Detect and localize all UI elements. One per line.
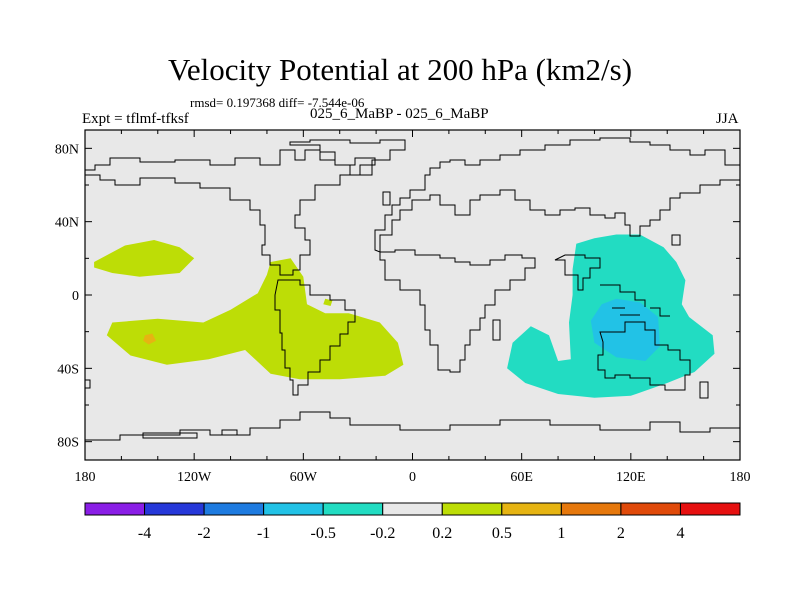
coastline-eurasia <box>374 137 741 253</box>
colorbar-swatch <box>560 502 622 516</box>
season-label: JJA <box>716 111 739 127</box>
y-tick-label: 40S <box>57 362 79 377</box>
colorbar-swatch <box>501 502 562 516</box>
colorbar: -4 -2 -1 -0.5 -0.2 0.2 0.5 1 2 4 <box>84 502 741 542</box>
coastline-ross-ice <box>142 432 198 439</box>
y-axis: 80N 40N 0 40S 80S <box>55 142 740 451</box>
colorbar-swatch <box>263 502 324 516</box>
coastline-new-zealand <box>699 381 709 399</box>
colorbar-swatch <box>322 502 384 516</box>
region-positive-0.2-0.5-pacific-north <box>94 240 195 277</box>
x-tick-label: 180 <box>75 470 96 485</box>
y-tick-label: 0 <box>72 289 79 304</box>
coastline-south-america <box>274 279 356 396</box>
region-positive-0.5-1-spot <box>143 333 156 345</box>
coastline-north-america <box>85 149 376 276</box>
x-tick-label: 60W <box>290 470 318 485</box>
colorbar-swatch <box>620 502 681 516</box>
coastline-east-pacific-edge <box>85 379 91 389</box>
colorbar-label: 4 <box>676 525 684 542</box>
colorbar-label: 1 <box>557 525 565 542</box>
colorbar-label: 2 <box>617 525 625 542</box>
x-tick-label: 120E <box>616 470 646 485</box>
stats-line: rmsd= 0.197368 diff= -7.544e-06 <box>190 95 365 110</box>
colorbar-swatch <box>679 502 741 516</box>
region-positive-0.2-0.5-pacific-south <box>106 258 404 380</box>
colorbar-label: -1 <box>257 525 270 542</box>
x-axis: 180 120W 60W 0 60E 120E 180 <box>75 130 751 485</box>
coastline-uk <box>382 191 391 206</box>
contour-regions <box>94 234 715 398</box>
y-tick-label: 80S <box>57 436 79 451</box>
x-tick-label: 180 <box>730 470 751 485</box>
y-tick-label: 80N <box>55 142 79 157</box>
colorbar-label: 0.5 <box>492 525 512 542</box>
colorbar-swatch <box>441 502 503 516</box>
colorbar-swatch <box>203 502 265 516</box>
colorbar-label: -4 <box>138 525 151 542</box>
coastline-antarctic-island <box>221 429 238 436</box>
colorbar-swatch <box>382 502 443 516</box>
coastline-india <box>554 254 601 291</box>
coastline-maritime-continent <box>600 284 670 317</box>
coastline-antarctica <box>85 411 740 441</box>
colorbar-label: 0.2 <box>432 525 452 542</box>
region-positive-0.2-0.5-small-patch <box>323 298 333 306</box>
colorbar-swatch <box>84 502 146 516</box>
coastline-japan <box>671 234 681 246</box>
x-tick-label: 60E <box>510 470 533 485</box>
colorbar-label: -0.2 <box>370 525 395 542</box>
coastline-madagascar <box>492 319 501 341</box>
coastline-australia <box>597 321 691 391</box>
comparison-label: 025_6_MaBP - 025_6_MaBP <box>310 106 489 122</box>
coastlines <box>85 137 741 441</box>
x-tick-label: 0 <box>409 470 416 485</box>
coastline-africa <box>379 249 536 373</box>
colorbar-label: -2 <box>197 525 210 542</box>
colorbar-label: -0.5 <box>311 525 336 542</box>
chart-title: Velocity Potential at 200 hPa (km2/s) <box>167 52 633 87</box>
coastline-greenland <box>289 139 406 176</box>
y-tick-label: 40N <box>55 216 79 231</box>
experiment-label: Expt = tflmf-tfksf <box>82 111 189 127</box>
x-tick-label: 120W <box>177 470 212 485</box>
colorbar-swatch <box>144 502 205 516</box>
